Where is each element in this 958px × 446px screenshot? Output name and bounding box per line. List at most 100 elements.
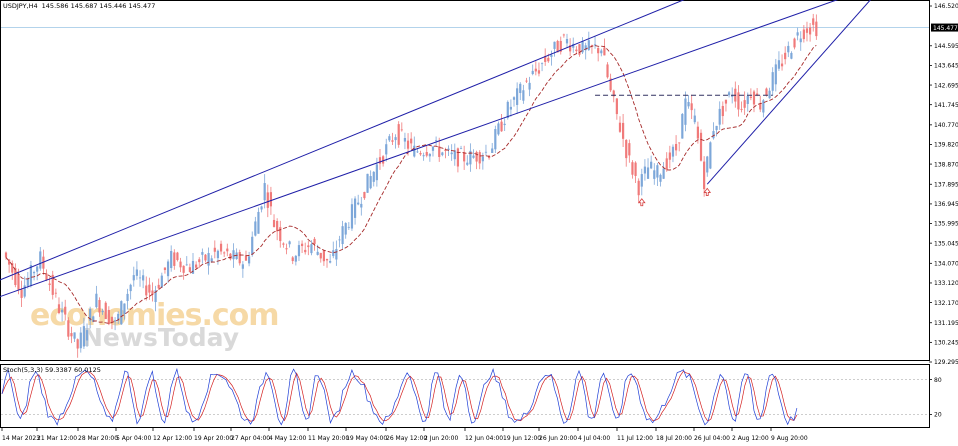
candle-bear [597, 48, 600, 54]
candle-bull [123, 303, 126, 314]
candle-bull [117, 313, 120, 321]
candle-bull [32, 272, 36, 274]
candle-bear [104, 302, 107, 320]
candle-bull [138, 277, 142, 279]
price-tick-label: 135.995 [934, 221, 958, 228]
candle-bear [634, 162, 637, 176]
candle-bull [481, 156, 484, 162]
candle-bull [89, 308, 92, 321]
moving-average-line [5, 44, 817, 324]
watermark-sub: NewsToday [82, 323, 239, 352]
candle-bear [238, 252, 241, 264]
candle-bull [332, 250, 335, 257]
candle-bull [796, 32, 799, 36]
candle-bear [204, 254, 207, 261]
candle-bull [160, 275, 163, 288]
price-tick-label: 130.245 [934, 340, 958, 347]
candle-bear [743, 100, 746, 108]
candle-bull [472, 155, 475, 158]
candle-bull [257, 211, 260, 234]
candle-bear [51, 274, 54, 295]
candle-bull [360, 203, 363, 208]
candle-bear [4, 252, 8, 258]
candle-bear [578, 44, 581, 55]
time-tick-label: 28 Mar 20:00 [78, 435, 118, 442]
candle-bull [207, 253, 210, 266]
candle-bear [603, 47, 606, 56]
price-tick-label: 135.045 [934, 240, 958, 247]
candle-bear [724, 99, 728, 104]
candle-bear [244, 255, 248, 261]
time-tick-label: 18 Jul 20:00 [656, 435, 692, 442]
candle-bear [544, 56, 547, 62]
price-tick-label: 143.645 [934, 63, 958, 70]
trendline [0, 0, 839, 298]
candle-bull [129, 284, 132, 292]
candle-bull [353, 198, 357, 218]
candle-bear [438, 146, 441, 157]
stoch-tick-label: 80 [934, 377, 942, 384]
candle-bull [503, 123, 506, 126]
candle-bull [29, 265, 33, 286]
candle-bull [260, 206, 263, 210]
candle-bull [491, 148, 494, 153]
time-tick-label: 5 Apr 04:00 [116, 435, 151, 442]
candle-bull [706, 156, 709, 173]
candle-bear [609, 78, 612, 91]
candle-bull [506, 101, 509, 118]
candle-bear [425, 151, 428, 156]
current-price-badge [931, 23, 958, 32]
candle-bull [132, 275, 135, 281]
candle-bear [45, 273, 48, 281]
price-tick-label: 146.520 [934, 3, 958, 10]
candle-bear [64, 306, 67, 315]
candle-bull [385, 144, 388, 155]
candle-bear [606, 64, 609, 78]
candle-bear [699, 132, 703, 161]
price-tick-label: 129.295 [934, 359, 958, 366]
trendline [706, 0, 871, 185]
candle-bull [494, 129, 497, 150]
candle-bull [497, 123, 500, 135]
candle-bear [272, 219, 276, 227]
candle-bull [771, 72, 774, 91]
candle-bull [170, 250, 173, 269]
candle-bear [625, 139, 628, 159]
candle-bear [98, 300, 101, 313]
candle-bull [263, 183, 266, 201]
candle-bull [92, 316, 95, 322]
candle-bull [369, 176, 372, 189]
candle-bull [774, 64, 777, 85]
candle-bull [509, 106, 512, 110]
candle-bear [703, 161, 706, 190]
candle-bear [665, 158, 668, 170]
candle-bull [650, 161, 653, 169]
candle-bear [285, 248, 288, 250]
candle-bull [643, 166, 647, 174]
candle-bear [198, 259, 201, 263]
candle-bull [447, 148, 450, 150]
candle-bull [413, 145, 416, 157]
candle-bear [188, 267, 191, 272]
candle-bear [631, 162, 634, 175]
candle-bull [235, 252, 238, 260]
candle-bull [600, 50, 603, 54]
candle-bull [581, 41, 584, 53]
candle-bull [39, 251, 42, 269]
time-tick-label: 9 Aug 20:00 [771, 435, 808, 442]
candle-bull [553, 41, 556, 49]
time-tick-label: 19 May 04:00 [346, 435, 387, 442]
time-tick-label: 19 Apr 20:00 [194, 435, 233, 442]
candle-bear [229, 253, 232, 260]
candle-bear [575, 49, 578, 52]
candle-bear [313, 238, 316, 244]
candle-bear [363, 191, 366, 199]
candle-bear [151, 290, 154, 295]
candle-bull [347, 226, 350, 228]
candle-bear [809, 27, 812, 35]
candle-bull [428, 153, 431, 157]
candle-bear [637, 180, 640, 196]
candle-bull [375, 164, 378, 181]
candle-bear [319, 252, 322, 259]
